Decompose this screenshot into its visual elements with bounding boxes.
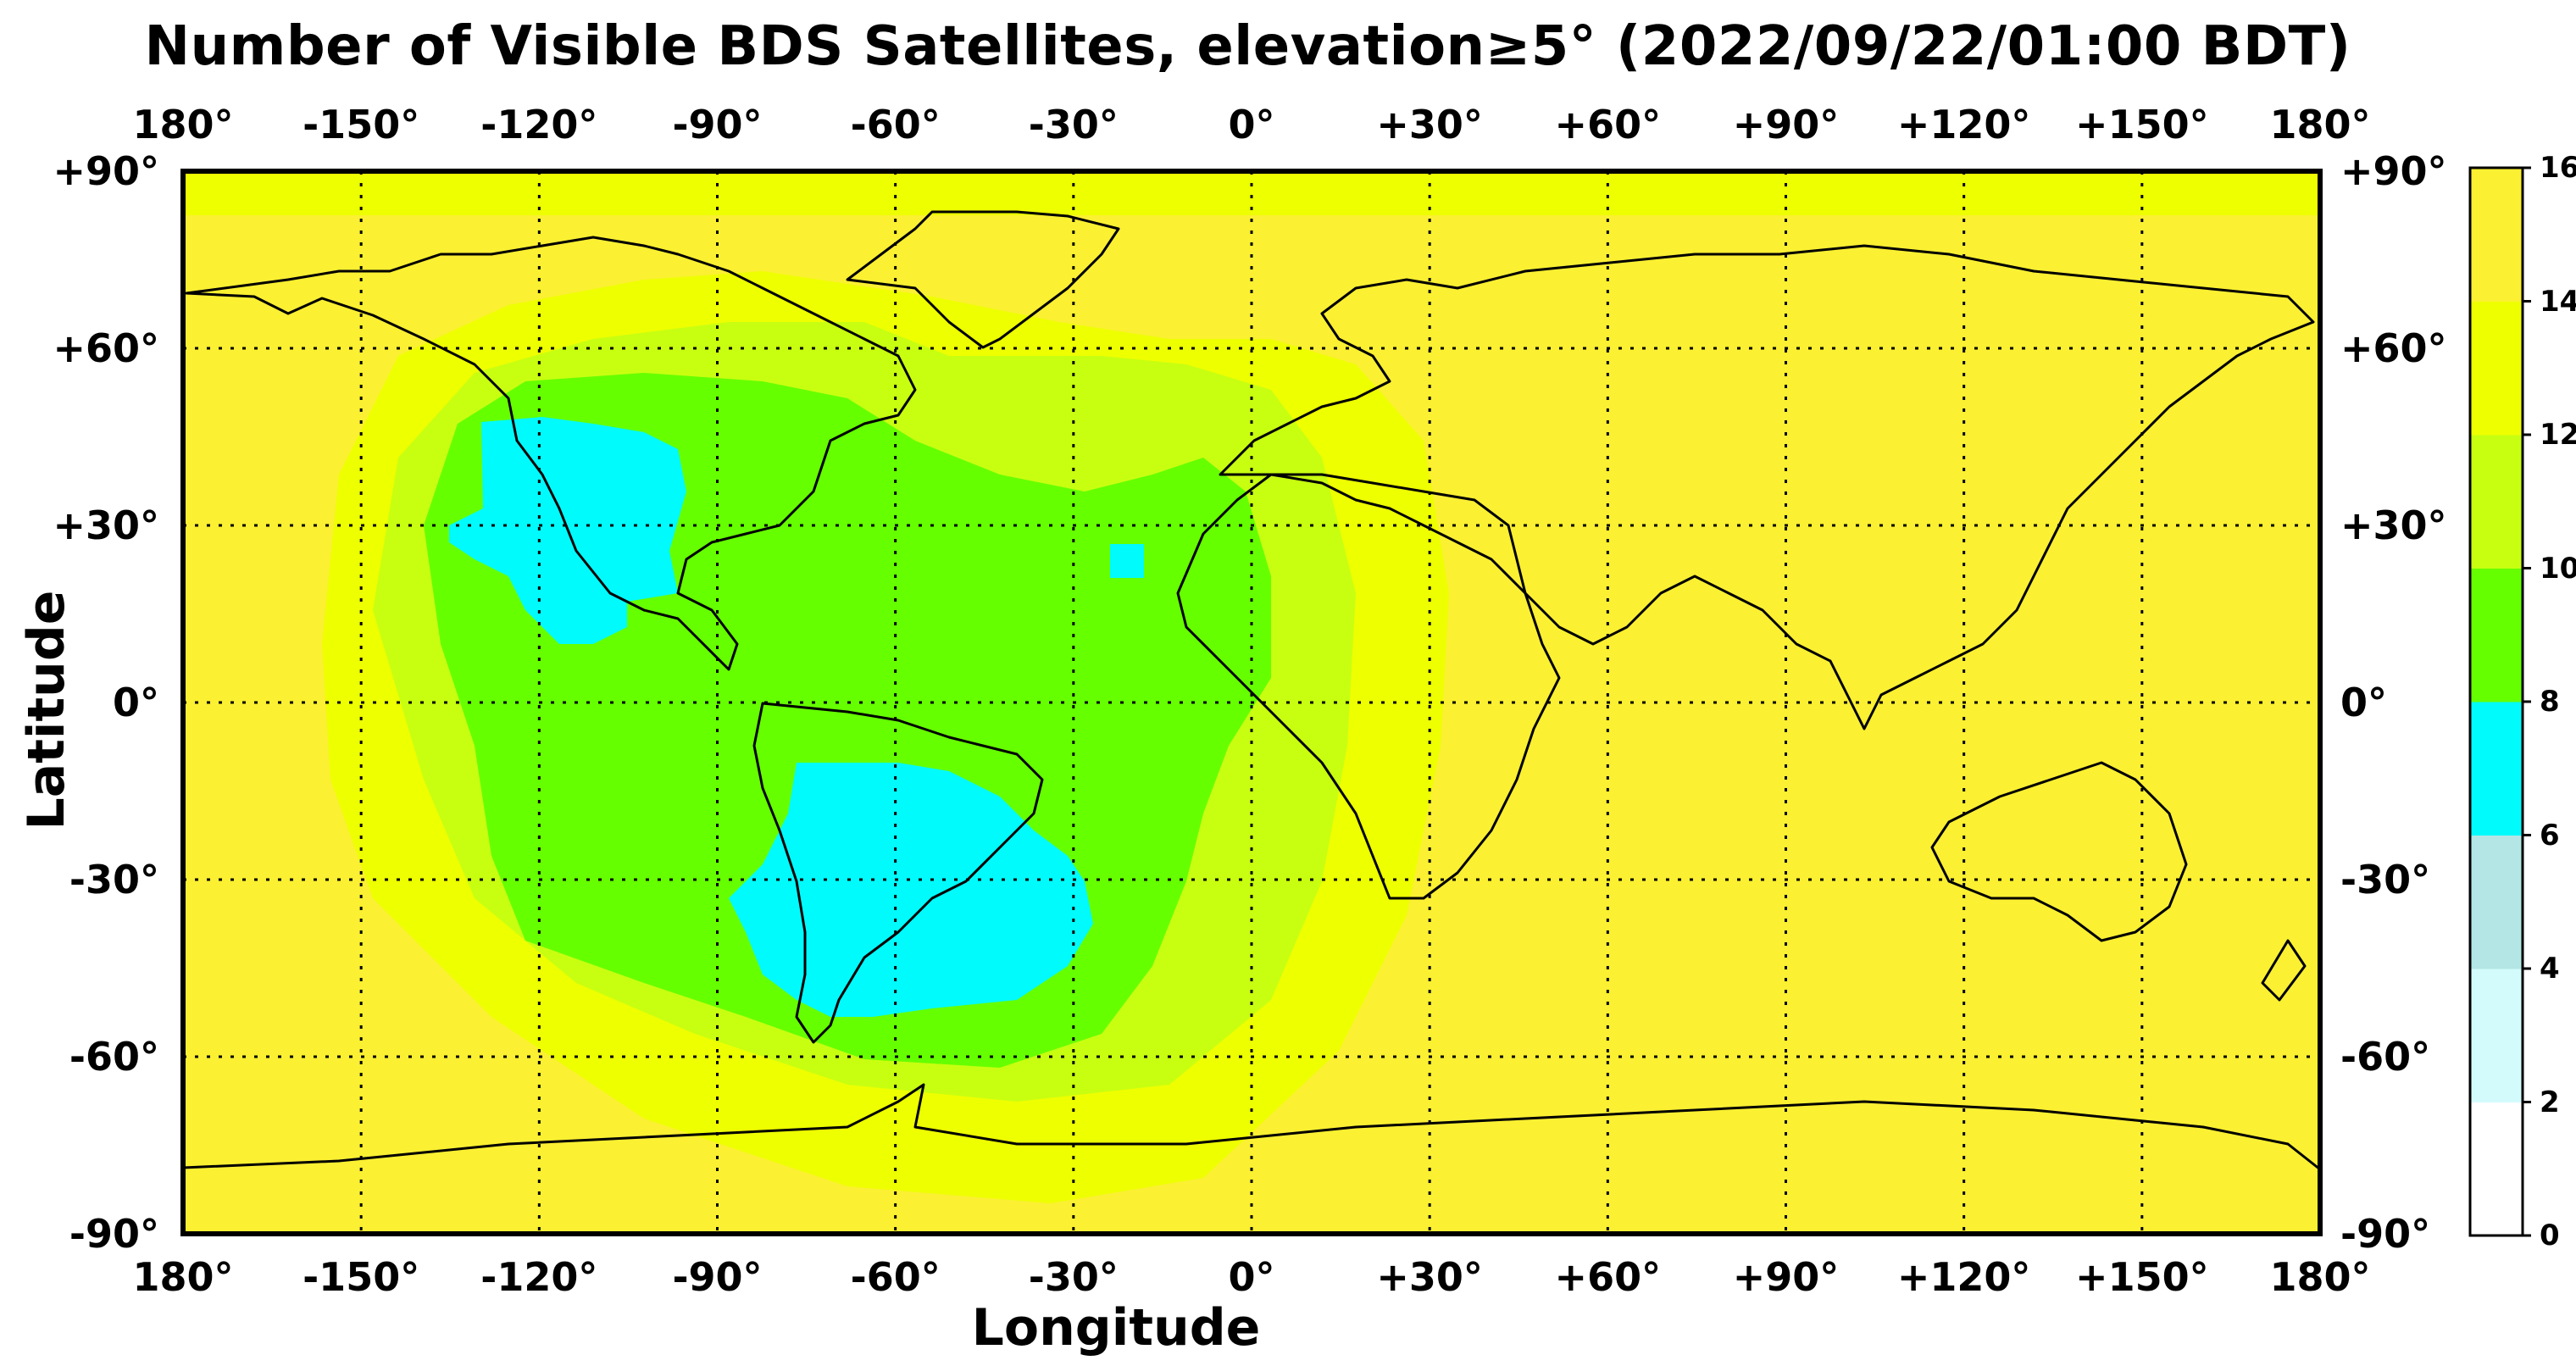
lon-tick-bottom: 180° <box>2269 1254 2371 1300</box>
lon-tick-top: +120° <box>1896 102 2031 147</box>
lon-tick-bottom: 180° <box>132 1254 234 1300</box>
colorbar-tick-label: 8 <box>2540 685 2560 719</box>
colorbar-segment <box>2470 702 2523 836</box>
lon-tick-top: -30° <box>1028 102 1119 147</box>
graticule <box>183 171 2320 1234</box>
plot-frame <box>180 169 2323 1236</box>
lon-tick-bottom: -150° <box>303 1254 420 1300</box>
colorbar-segment <box>2470 1102 2523 1236</box>
colorbar-tick-label: 0 <box>2540 1219 2560 1252</box>
lon-tick-top: -60° <box>850 102 941 147</box>
colorbar-segment <box>2470 301 2523 436</box>
lat-tick-right: +90° <box>2340 148 2447 194</box>
colorbar-segment <box>2470 568 2523 702</box>
colorbar-tick-label: 6 <box>2540 818 2560 852</box>
lon-tick-bottom: +30° <box>1376 1254 1483 1300</box>
lat-tick-left: +60° <box>53 325 159 371</box>
x-axis-label: Longitude <box>971 1298 1261 1358</box>
lon-tick-bottom: -120° <box>480 1254 598 1300</box>
lat-tick-right: -60° <box>2340 1034 2431 1080</box>
lat-tick-right: +60° <box>2340 325 2447 371</box>
colorbar-tick-label: 4 <box>2540 952 2560 986</box>
lon-tick-top: -150° <box>303 102 420 147</box>
colorbar-tick-label: 16 <box>2540 151 2576 185</box>
lat-tick-left: +30° <box>53 503 159 548</box>
lon-tick-top: -90° <box>672 102 763 147</box>
lon-tick-bottom: -30° <box>1028 1254 1119 1300</box>
lat-tick-right: +30° <box>2340 503 2447 548</box>
lon-tick-top: +30° <box>1376 102 1483 147</box>
lon-tick-bottom: +150° <box>2075 1254 2209 1300</box>
lon-tick-top: 0° <box>1228 102 1275 147</box>
colorbar-segment <box>2470 969 2523 1102</box>
y-axis-label: Latitude <box>17 590 76 830</box>
colorbar-segment <box>2470 435 2523 569</box>
lon-tick-top: +90° <box>1732 102 1840 147</box>
colorbar-segment <box>2470 168 2523 302</box>
lat-tick-left: -30° <box>69 857 159 902</box>
colorbar-tick-label: 14 <box>2540 284 2576 319</box>
lon-tick-top: 180° <box>2269 102 2371 147</box>
colorbar-tick-label: 12 <box>2540 418 2576 452</box>
lat-tick-left: +90° <box>53 148 159 194</box>
lat-tick-right: -90° <box>2340 1211 2431 1257</box>
lat-tick-left: -60° <box>69 1034 159 1080</box>
colorbar-tick-label: 2 <box>2540 1085 2560 1119</box>
coastlines <box>183 210 2320 1171</box>
lon-tick-top: 180° <box>132 102 234 147</box>
colorbar-segment <box>2470 835 2523 969</box>
lat-tick-right: 0° <box>2340 680 2388 725</box>
lon-tick-bottom: 0° <box>1228 1254 1275 1300</box>
colorbar-tick-label: 10 <box>2540 551 2576 586</box>
lon-tick-top: +60° <box>1554 102 1662 147</box>
lat-tick-right: -30° <box>2340 857 2431 902</box>
lon-tick-top: +150° <box>2075 102 2209 147</box>
lon-tick-bottom: -90° <box>672 1254 763 1300</box>
lon-tick-top: -120° <box>480 102 598 147</box>
lon-tick-bottom: +60° <box>1554 1254 1662 1300</box>
lon-tick-bottom: +90° <box>1732 1254 1840 1300</box>
map-title: Number of Visible BDS Satellites, elevat… <box>144 15 2351 78</box>
colorbar <box>2468 166 2531 1237</box>
lat-tick-left: -90° <box>69 1211 159 1257</box>
lon-tick-bottom: -60° <box>850 1254 941 1300</box>
lat-tick-left: 0° <box>112 680 159 725</box>
lon-tick-bottom: +120° <box>1896 1254 2031 1300</box>
